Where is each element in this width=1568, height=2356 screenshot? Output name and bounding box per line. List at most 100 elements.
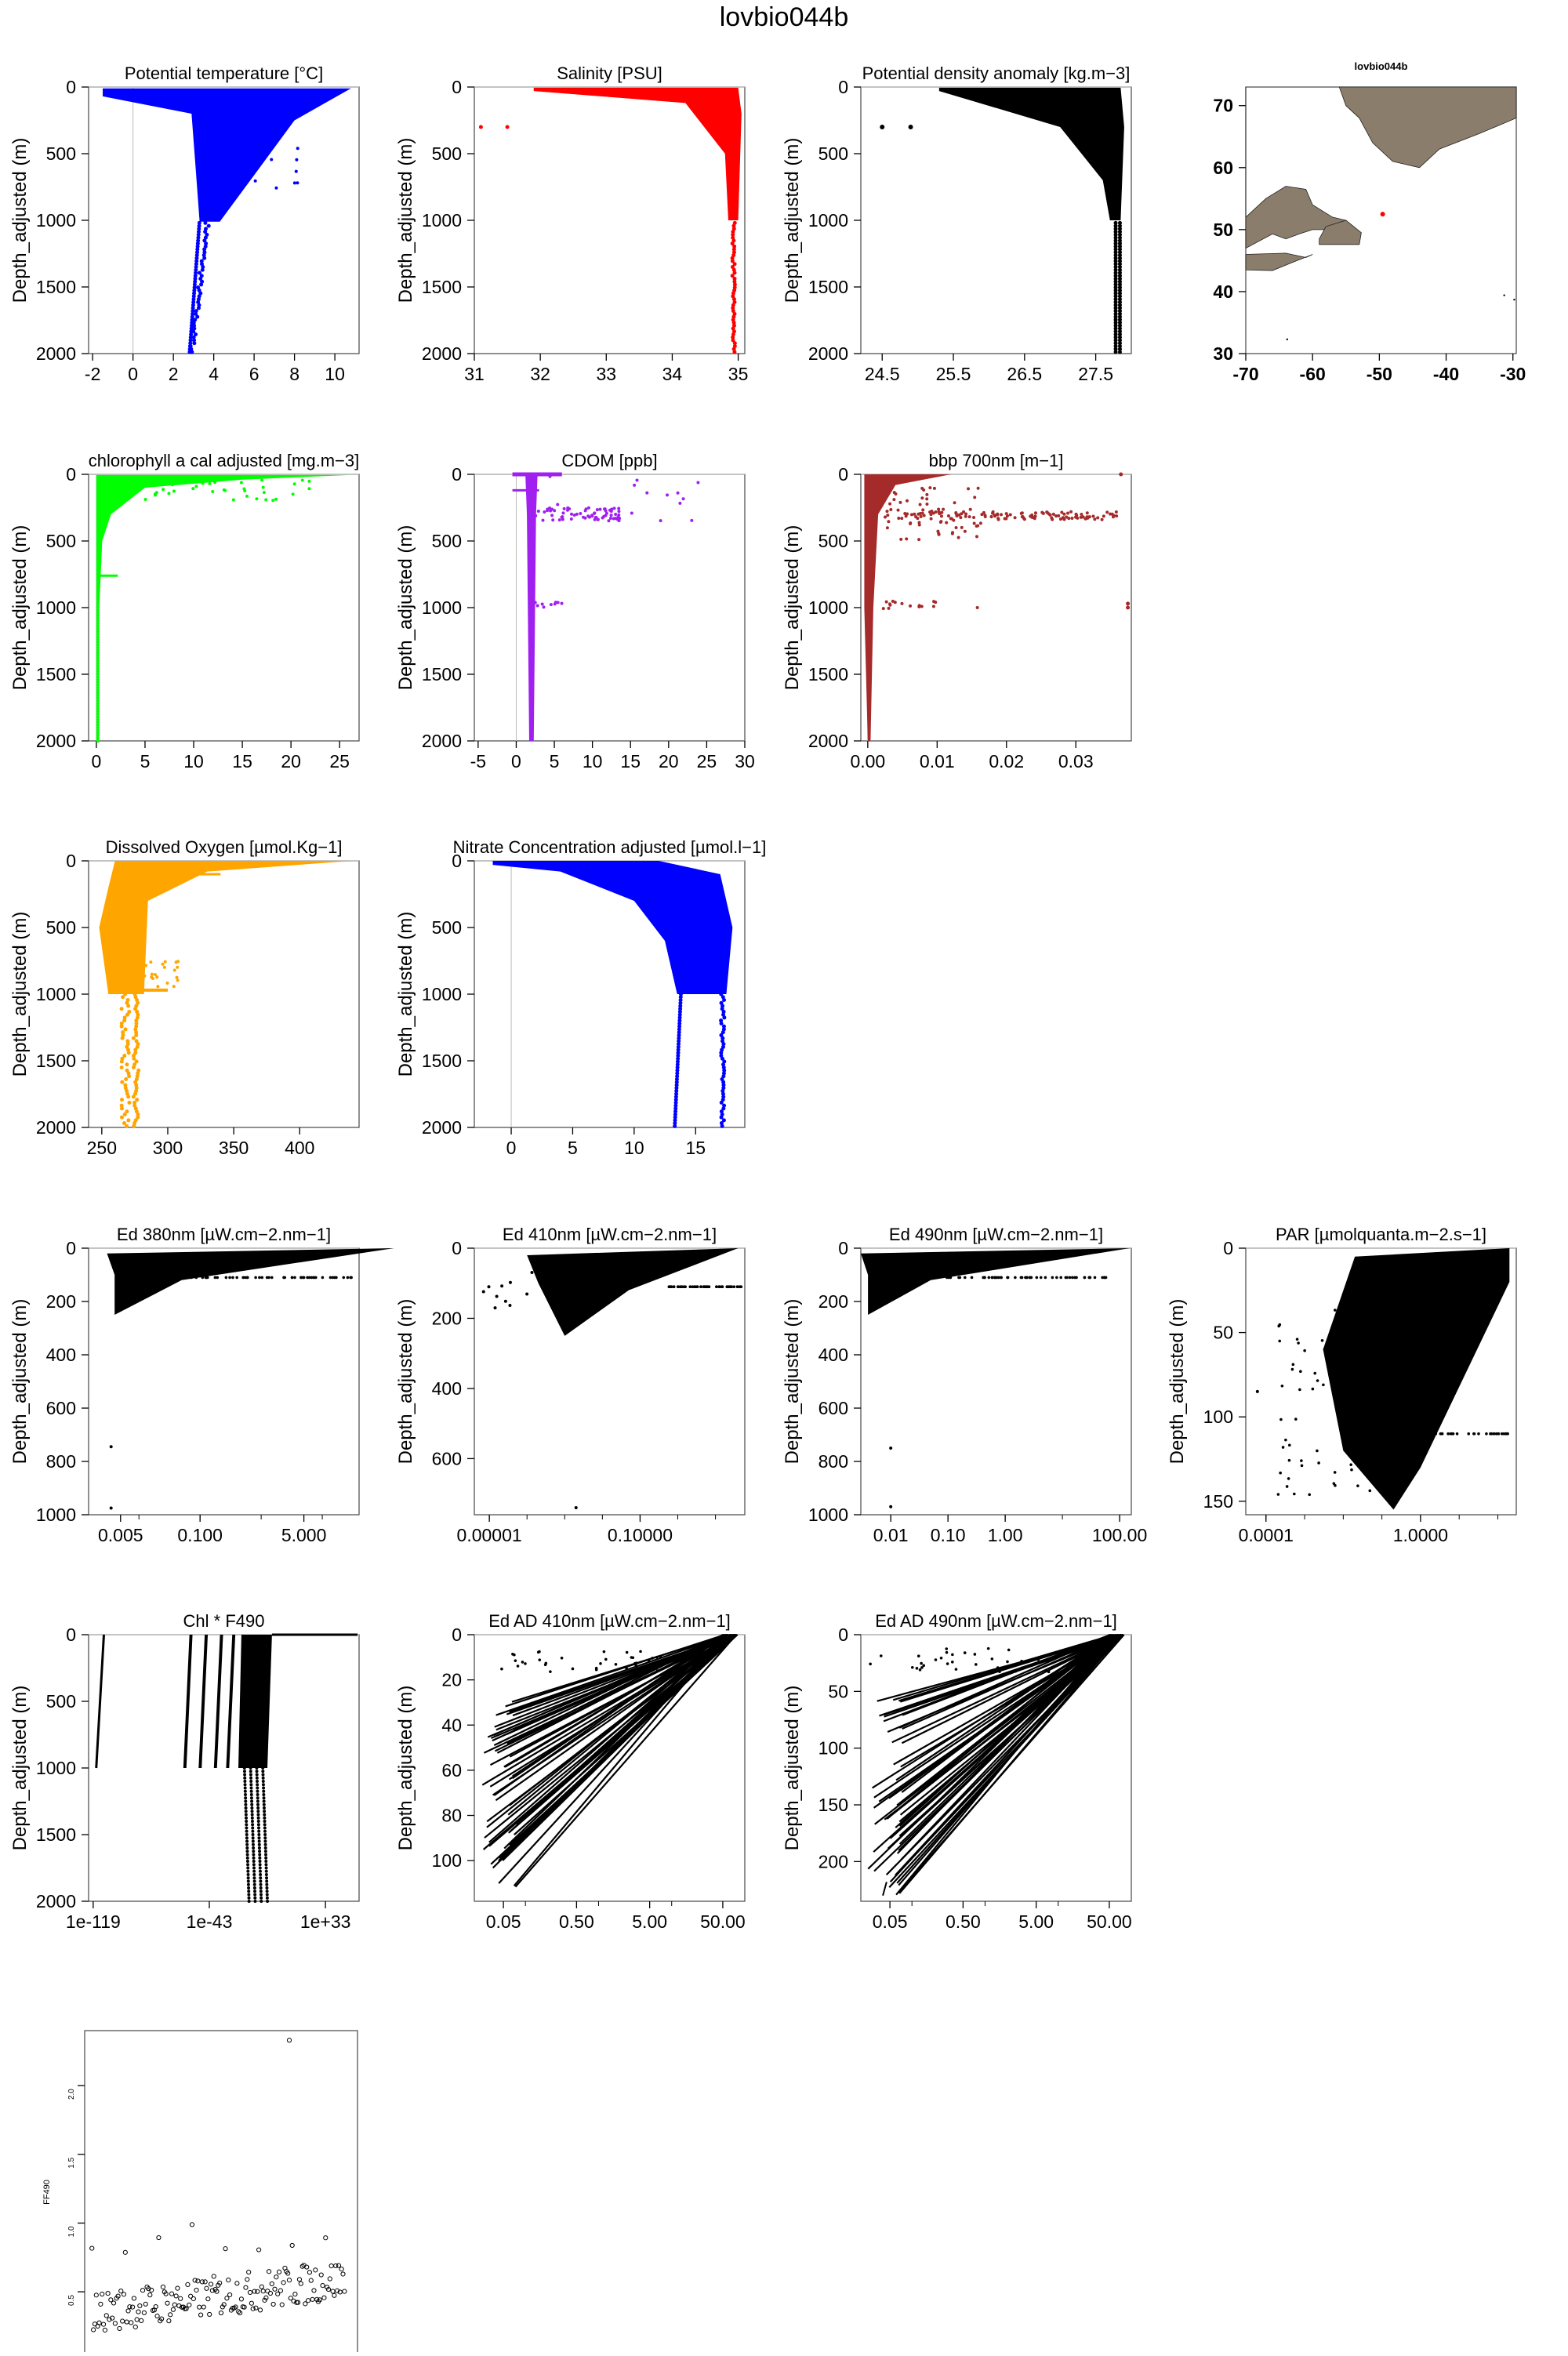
data-point [199, 2279, 205, 2285]
data-point [245, 2277, 250, 2282]
data-point [478, 125, 483, 129]
data-point [1117, 235, 1122, 240]
data-point [251, 1829, 255, 1833]
x-tick-label: -5 [470, 751, 486, 771]
data-point [1113, 311, 1118, 316]
x-tick-label: 26.5 [1007, 364, 1042, 384]
data-point [162, 488, 165, 492]
data-point [230, 2305, 235, 2311]
data-point [214, 2289, 220, 2294]
data-point [1074, 515, 1078, 519]
data-point [634, 1664, 638, 1668]
data-point [246, 1873, 250, 1876]
y-tick-label: 1500 [36, 1051, 76, 1071]
data-point [1119, 472, 1123, 477]
data-point [275, 2291, 281, 2296]
data-point [673, 1121, 677, 1126]
y-tick-label: 60 [441, 1760, 462, 1781]
data-point [731, 318, 735, 322]
data-point [930, 510, 934, 514]
data-point [974, 1663, 978, 1666]
data-cloud [226, 1635, 236, 1768]
data-point [132, 2324, 138, 2330]
data-point [172, 2302, 177, 2307]
data-cloud [864, 474, 951, 741]
y-tick-label: 1.5 [67, 2157, 76, 2168]
data-point [196, 230, 201, 234]
data-point [614, 513, 618, 517]
data-point [250, 129, 254, 133]
data-point [250, 1813, 254, 1817]
data-point [719, 1109, 724, 1114]
data-point [1117, 253, 1122, 258]
data-point [1039, 1660, 1042, 1664]
data-point [194, 1276, 198, 1280]
data-point [121, 2292, 127, 2297]
data-point [304, 2264, 310, 2270]
data-point [1113, 247, 1118, 252]
data-point [231, 498, 235, 502]
data-point [1356, 1415, 1359, 1419]
data-point [1113, 262, 1118, 267]
data-point [163, 960, 167, 964]
x-tick-label: 50.00 [1087, 1911, 1132, 1932]
data-point [250, 1810, 254, 1813]
data-point [96, 654, 100, 658]
y-tick-label: 30 [1213, 343, 1233, 364]
data-point [1045, 510, 1049, 514]
data-point [96, 736, 100, 740]
data-point [1113, 279, 1118, 284]
x-tick-label: 350 [219, 1138, 249, 1158]
data-point [217, 2280, 223, 2285]
data-point [134, 1030, 139, 1035]
data-point [720, 1091, 725, 1096]
data-point [676, 1054, 681, 1058]
x-tick-label: 5 [550, 751, 560, 771]
data-cloud [938, 87, 1124, 220]
data-point [256, 1802, 260, 1806]
data-point [731, 223, 736, 228]
data-point [176, 2303, 182, 2309]
x-tick-label: 0.50 [946, 1911, 981, 1932]
y-tick-label: 200 [46, 1291, 76, 1312]
data-point [1104, 1276, 1108, 1280]
data-point [216, 133, 220, 136]
data-point [651, 1657, 654, 1660]
x-tick-label: 5 [140, 751, 151, 771]
data-point [192, 285, 197, 290]
data-point [160, 2284, 166, 2290]
data-point [991, 1276, 994, 1280]
data-points [861, 1248, 1130, 1508]
data-point [1000, 1276, 1004, 1280]
data-point [625, 1666, 628, 1670]
data-point [976, 524, 980, 528]
data-point [252, 1882, 256, 1886]
data-point [720, 1098, 725, 1102]
data-point [500, 1667, 503, 1671]
chart-panel-6: CDOM [ppb]Depth_adjusted (m)050010001500… [395, 451, 755, 771]
data-point [96, 630, 100, 633]
data-point [296, 181, 299, 185]
data-point [256, 1786, 260, 1790]
data-point [956, 535, 960, 539]
data-point [1117, 291, 1122, 296]
data-point [96, 683, 100, 687]
data-point [677, 1012, 682, 1017]
data-point [732, 341, 737, 346]
data-point [674, 1080, 679, 1084]
data-point [220, 2304, 225, 2310]
data-point [673, 1118, 677, 1123]
data-point [255, 1770, 259, 1773]
y-tick-label: 1500 [422, 277, 462, 297]
y-tick-label: 100 [432, 1850, 462, 1871]
data-point [125, 1000, 129, 1005]
data-point [255, 1780, 259, 1783]
data-point [245, 1842, 249, 1846]
data-point [541, 518, 545, 522]
data-point [136, 1071, 140, 1076]
data-point [1342, 1406, 1345, 1410]
data-point [243, 1793, 247, 1796]
data-point [1341, 1418, 1344, 1421]
